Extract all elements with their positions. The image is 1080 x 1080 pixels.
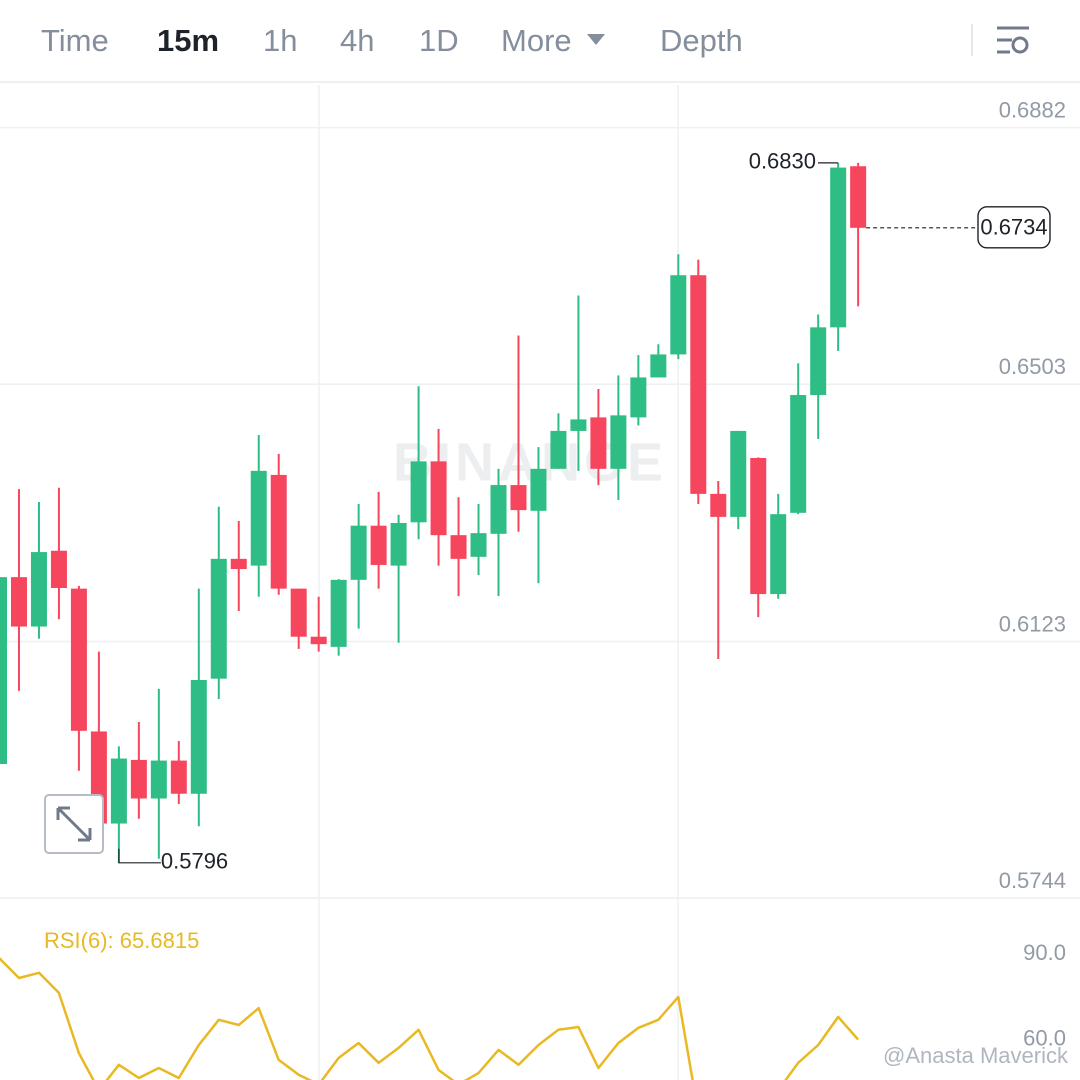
- candle-body: [450, 535, 467, 559]
- candle-body: [70, 588, 87, 731]
- candle-body: [210, 558, 227, 679]
- candle-body: [730, 430, 747, 517]
- candle-body: [690, 275, 707, 494]
- indicator-title: RSI(6): 65.6815: [44, 928, 199, 953]
- candle-body: [150, 760, 167, 799]
- candle-body: [130, 759, 147, 799]
- y-tick-label: 60.0: [1023, 1026, 1066, 1051]
- low-marker: [118, 848, 161, 864]
- tab[interactable]: 4h: [340, 23, 374, 58]
- candle-body: [770, 514, 787, 595]
- candle-body: [250, 470, 267, 566]
- candle-body: [0, 577, 7, 764]
- candle-body: [170, 760, 187, 794]
- candle-body: [30, 552, 47, 627]
- candle-body: [470, 533, 487, 557]
- tab[interactable]: 15m: [157, 23, 219, 58]
- candle-body: [550, 430, 567, 469]
- last-price-box: [977, 206, 1051, 249]
- candle-body: [530, 468, 547, 511]
- author-watermark: @Anasta Maverick: [883, 1043, 1069, 1068]
- tab[interactable]: Depth: [660, 23, 743, 58]
- tab[interactable]: 1h: [263, 23, 297, 58]
- candle-body: [350, 525, 367, 580]
- tab[interactable]: 1D: [419, 23, 459, 58]
- rsi-line: [0, 957, 860, 1080]
- candle-body: [830, 167, 847, 328]
- candle-body: [710, 493, 727, 517]
- settings-icon[interactable]: [997, 26, 1029, 54]
- tab[interactable]: Time: [41, 23, 109, 58]
- y-tick-label: 0.6882: [999, 97, 1066, 122]
- candle-body: [370, 525, 387, 565]
- candle-body: [510, 485, 527, 511]
- candle-body: [230, 558, 247, 570]
- price-panel: 0.6882 0.6503 0.6123 0.5744 0.6830 0.5796 0.67…: [0, 97, 1080, 899]
- candle-body: [810, 327, 827, 396]
- candle-body: [190, 680, 207, 794]
- candle-body: [270, 474, 287, 589]
- tab[interactable]: More: [501, 23, 572, 58]
- y-tick-label: 0.6503: [999, 354, 1066, 379]
- candle-body: [410, 461, 427, 523]
- candle-body: [50, 550, 67, 588]
- candle-body: [750, 457, 767, 595]
- rsi-panel: RSI(6): 65.6815 90.0 60.0: [0, 928, 1066, 1080]
- candle-body: [490, 485, 507, 534]
- high-label: 0.6830: [749, 149, 816, 174]
- last-price-label: 0.6734: [980, 215, 1047, 240]
- candle-body: [850, 166, 867, 228]
- candle-body: [290, 588, 307, 637]
- candle-body: [610, 415, 627, 469]
- candle-body: [570, 419, 587, 431]
- candle-body: [590, 417, 607, 469]
- y-tick-label: 90.0: [1023, 940, 1066, 965]
- candle-body: [390, 522, 407, 566]
- low-label: 0.5796: [161, 849, 228, 874]
- y-tick-label: 0.5744: [999, 868, 1066, 893]
- candle-body: [110, 758, 127, 824]
- candle-body: [650, 354, 667, 378]
- candle-body: [430, 461, 447, 536]
- candle-body: [790, 395, 807, 513]
- y-tick-label: 0.6123: [999, 611, 1066, 636]
- candle-body: [310, 636, 327, 645]
- candle-body: [670, 275, 687, 355]
- candle-body: [330, 579, 347, 647]
- candle-body: [630, 377, 647, 418]
- expand-button[interactable]: [44, 794, 104, 854]
- more-arrow[interactable]: [587, 34, 605, 45]
- candle-body: [10, 577, 27, 627]
